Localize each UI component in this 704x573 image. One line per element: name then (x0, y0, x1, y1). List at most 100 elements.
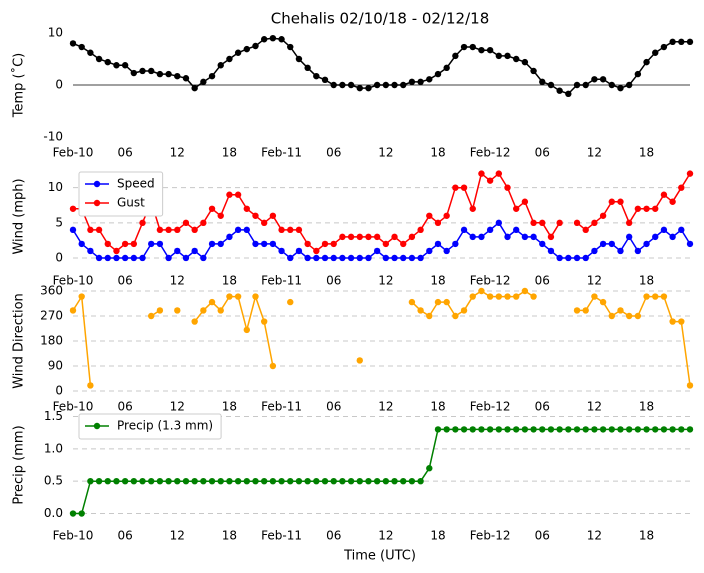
data-point (512, 226, 520, 234)
data-point (599, 426, 607, 433)
data-point (417, 307, 424, 314)
series (69, 219, 694, 262)
data-point (226, 293, 233, 300)
data-point (304, 477, 311, 485)
y-tick-label: 270 (40, 309, 63, 323)
data-point (460, 43, 468, 51)
data-point (573, 219, 581, 227)
data-point (625, 81, 633, 89)
data-point (634, 312, 642, 320)
data-point (452, 52, 459, 60)
data-point (313, 477, 320, 485)
data-point (539, 240, 546, 248)
x-tick-label: Feb-12 (470, 529, 511, 543)
data-point (208, 72, 216, 80)
x-tick-label: 06 (118, 400, 133, 414)
data-point (591, 219, 598, 227)
data-point (678, 184, 685, 191)
legend: Precip (1.3 mm) (78, 413, 222, 440)
data-point (243, 226, 251, 234)
data-point (191, 84, 198, 92)
data-point (408, 233, 416, 241)
data-point (678, 38, 685, 46)
x-tick-label: 06 (535, 146, 550, 160)
data-point (313, 72, 320, 80)
x-tick-label: 18 (222, 529, 237, 543)
data-point (156, 70, 164, 78)
data-point (113, 254, 120, 262)
data-point (678, 318, 685, 325)
x-tick-label: 06 (118, 146, 133, 160)
x-tick-label: Feb-11 (261, 529, 302, 543)
data-point (87, 49, 94, 56)
data-point (243, 205, 251, 212)
data-point (617, 84, 624, 92)
data-point (95, 254, 103, 262)
data-point (556, 87, 563, 94)
data-point (669, 233, 676, 241)
data-point (686, 38, 694, 46)
data-point (669, 198, 676, 205)
data-point (208, 205, 216, 212)
data-point (217, 240, 224, 248)
data-point (469, 233, 476, 241)
data-point (625, 312, 633, 320)
data-point (130, 477, 138, 485)
data-point (347, 81, 355, 89)
data-point (113, 62, 120, 69)
y-tick-label: 0 (55, 78, 63, 92)
data-point (139, 67, 146, 75)
data-point (652, 233, 659, 241)
x-tick-label: 12 (170, 529, 185, 543)
data-point (243, 45, 251, 53)
data-point (443, 298, 450, 306)
data-point (278, 226, 285, 234)
data-point (252, 240, 259, 248)
data-point (391, 254, 398, 262)
data-point (226, 477, 233, 485)
data-point (599, 76, 607, 83)
data-point (608, 312, 615, 320)
data-point (417, 254, 424, 262)
y-tick-label: 10 (48, 26, 63, 40)
data-point (191, 477, 198, 485)
data-point (504, 233, 511, 241)
data-point (191, 226, 198, 234)
data-point (530, 293, 537, 300)
data-point (582, 254, 589, 262)
data-point (573, 254, 581, 262)
data-point (365, 254, 372, 262)
data-point (669, 318, 676, 325)
data-point (660, 426, 668, 433)
data-point (321, 477, 329, 485)
y-tick-label: 180 (40, 334, 63, 348)
data-point (652, 49, 659, 56)
data-point (426, 465, 433, 472)
data-point (599, 240, 607, 248)
data-point (382, 240, 390, 248)
y-tick-label: 0.5 (44, 474, 63, 488)
data-point (504, 52, 511, 60)
data-point (495, 426, 503, 433)
x-tick-label: Feb-12 (470, 146, 511, 160)
data-point (87, 382, 94, 389)
data-point (182, 75, 190, 82)
data-point (321, 76, 329, 84)
data-point (452, 184, 459, 191)
y-tick-label: 1.0 (44, 441, 63, 455)
data-point (486, 46, 494, 54)
data-point (391, 233, 398, 241)
data-point (191, 247, 198, 255)
data-point (608, 240, 615, 248)
data-point (373, 247, 381, 255)
data-point (617, 307, 624, 314)
data-point (174, 72, 181, 80)
data-point (556, 426, 563, 433)
data-point (339, 477, 346, 485)
data-point (469, 293, 476, 300)
data-point (208, 240, 216, 248)
data-point (217, 212, 224, 219)
series (69, 287, 694, 389)
data-point (391, 477, 398, 485)
data-point (356, 357, 363, 364)
